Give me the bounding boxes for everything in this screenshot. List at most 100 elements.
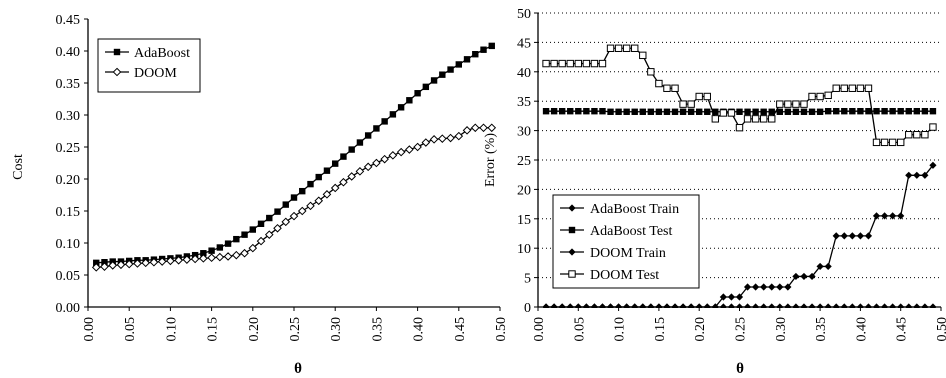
error-x-tick-label: 0.35 <box>814 317 829 342</box>
data-point <box>736 108 743 115</box>
data-point <box>824 107 832 115</box>
data-point <box>215 252 225 262</box>
data-point <box>808 108 816 115</box>
data-point <box>607 108 614 115</box>
data-point <box>768 115 776 123</box>
data-point <box>865 107 872 115</box>
cost-y-tick-label: 0.25 <box>56 141 81 156</box>
data-point <box>848 84 857 92</box>
data-point <box>776 100 784 108</box>
data-point <box>768 283 776 291</box>
data-point <box>224 240 232 247</box>
data-point <box>141 258 150 268</box>
data-point <box>881 107 888 115</box>
data-point <box>273 223 282 233</box>
cost-x-tick-label: 0.10 <box>164 317 179 342</box>
data-point <box>615 108 622 115</box>
data-point <box>583 107 590 115</box>
data-point <box>389 111 397 118</box>
data-point <box>784 283 792 291</box>
data-point <box>429 135 439 144</box>
data-point <box>566 59 574 68</box>
error-chart-y-ticks: 0 5 10 15 20 25 30 35 40 45 50 <box>517 7 538 316</box>
legend-marker <box>568 226 576 234</box>
data-point <box>430 77 438 84</box>
error-y-tick-label: 0 <box>524 301 531 316</box>
data-point <box>340 153 347 160</box>
data-point <box>696 108 703 115</box>
legend-label: DOOM Train <box>590 246 666 261</box>
data-point <box>727 109 736 117</box>
data-point <box>347 172 356 181</box>
data-point <box>101 259 108 266</box>
data-point <box>406 97 413 104</box>
data-point <box>929 161 937 169</box>
data-point <box>631 44 639 52</box>
data-point <box>166 256 175 266</box>
data-point <box>832 84 840 92</box>
data-point <box>396 147 406 157</box>
cost-series-doom <box>91 123 497 272</box>
data-point <box>679 108 687 115</box>
data-point <box>622 44 631 52</box>
data-point <box>289 211 299 221</box>
data-point <box>671 84 679 92</box>
error-y-tick-label: 20 <box>517 183 531 198</box>
error-y-tick-label: 40 <box>517 66 531 81</box>
data-point <box>606 44 615 52</box>
data-point <box>355 167 365 176</box>
data-point <box>905 107 912 115</box>
data-point <box>174 255 183 265</box>
data-point <box>542 59 550 68</box>
data-point <box>735 123 744 132</box>
data-point <box>711 115 720 123</box>
data-point <box>413 142 422 152</box>
error-y-tick-label: 5 <box>524 272 531 287</box>
error-series-adaboost-test <box>542 107 937 115</box>
data-point <box>655 108 663 115</box>
data-point <box>913 131 921 139</box>
data-point <box>550 107 558 115</box>
data-point <box>480 46 487 53</box>
data-point <box>889 212 897 220</box>
cost-chart-legend-box <box>97 38 201 93</box>
data-point <box>208 247 215 254</box>
legend-entry: AdaBoost Test <box>560 224 672 239</box>
data-point <box>274 208 281 215</box>
data-point <box>558 59 566 68</box>
data-point <box>921 107 929 115</box>
data-point <box>784 108 792 115</box>
data-point <box>614 44 623 52</box>
data-point <box>182 255 192 264</box>
data-point <box>849 107 856 115</box>
legend-entry: DOOM <box>105 66 177 81</box>
data-point <box>381 118 388 125</box>
error-y-tick-label: 30 <box>517 125 531 140</box>
error-y-tick-label: 35 <box>517 95 531 110</box>
data-point <box>281 217 291 227</box>
data-point <box>679 100 687 108</box>
data-point <box>422 83 430 91</box>
data-point <box>768 108 775 115</box>
data-point <box>832 232 840 240</box>
data-point <box>323 167 331 174</box>
cost-x-tick-label: 0.35 <box>370 317 385 342</box>
cost-x-tick-label: 0.45 <box>453 317 468 342</box>
legend-marker <box>113 48 121 56</box>
error-series-doom-test <box>542 44 937 147</box>
data-point <box>216 244 224 251</box>
error-x-tick-label: 0.05 <box>572 317 587 342</box>
data-point <box>784 100 792 108</box>
cost-y-tick-label: 0.35 <box>56 77 81 92</box>
data-point <box>558 107 566 115</box>
data-point <box>800 100 808 108</box>
data-point <box>472 51 479 58</box>
data-point <box>356 139 364 146</box>
error-y-tick-label: 45 <box>517 36 531 51</box>
data-point <box>257 220 265 227</box>
legend-entry: AdaBoost <box>105 46 190 61</box>
data-point <box>897 212 905 220</box>
data-point <box>542 107 550 115</box>
data-point <box>133 259 142 268</box>
data-point <box>639 108 646 115</box>
